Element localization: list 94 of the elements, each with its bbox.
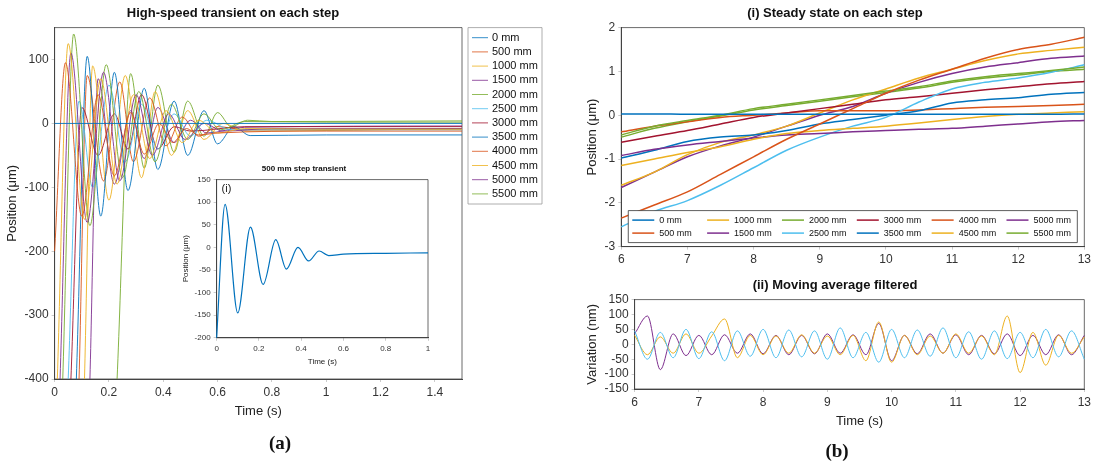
x-tick-label: 13 [1077, 252, 1092, 267]
legend-label: 2500 mm [808, 227, 847, 238]
legend-label: 3000 mm [492, 115, 538, 128]
y-tick-label: -100 [604, 366, 629, 381]
legend-label: 3500 mm [492, 130, 538, 143]
legend-label: 4500 mm [492, 158, 538, 171]
x-tick-label: 8 [759, 394, 767, 409]
legend-label: 500 mm [492, 44, 532, 57]
legend-label: 3500 mm [883, 227, 922, 238]
x-tick-label: 7 [684, 252, 692, 267]
x-tick-label: 12 [1013, 394, 1028, 409]
x-tick-label: 0.2 [253, 343, 265, 353]
y-tick-label: -300 [24, 307, 49, 322]
y-tick-label: -100 [194, 287, 212, 297]
legend-label: 4000 mm [492, 144, 538, 157]
y-tick-label: -200 [194, 333, 212, 342]
x-tick-label: 0.4 [154, 384, 172, 399]
y-tick-label: -100 [24, 179, 49, 194]
x-tick-label: 0.6 [209, 384, 227, 399]
chart-title: 500 mm step transient [261, 164, 347, 173]
legend-label: 1000 mm [492, 59, 538, 72]
x-tick-label: 11 [945, 252, 959, 267]
text: (a) [267, 432, 293, 454]
legend-label: 2000 mm [808, 214, 847, 225]
legend-label: 1500 mm [734, 227, 772, 238]
x-tick-label: 0.6 [337, 343, 350, 353]
x-tick-label: 8 [750, 252, 758, 267]
y-tick-label: 150 [197, 174, 212, 184]
x-tick-label: 10 [879, 252, 893, 267]
y-tick-label: -150 [194, 310, 212, 320]
y-tick-label: 1 [608, 63, 616, 78]
x-tick-label: 1.4 [426, 384, 444, 399]
y-tick-label: 150 [608, 291, 629, 306]
y-axis-title: Position (μm) [181, 234, 190, 283]
y-axis-title: Position (μm) [584, 98, 600, 176]
legend-label: 1000 mm [734, 214, 772, 225]
x-tick-label: 0.8 [263, 384, 281, 399]
legend-label: 2000 mm [492, 87, 538, 100]
legend-label: 4500 mm [958, 227, 997, 238]
y-tick-label: -150 [604, 381, 629, 396]
y-tick-label: 0 [608, 107, 616, 122]
x-tick-label: 6 [631, 394, 639, 409]
legend-label: 500 mm [659, 227, 692, 238]
y-tick-label: 2 [608, 19, 616, 34]
x-tick-label: 6 [617, 252, 625, 267]
legend-label: 1500 mm [492, 73, 538, 86]
x-tick-label: 1 [322, 384, 330, 399]
y-tick-label: 0 [206, 242, 212, 252]
y-tick-label: 100 [28, 51, 49, 66]
x-tick-label: 9 [824, 394, 832, 409]
legend-label: 5000 mm [492, 172, 538, 185]
y-axis-title: Variation (nm) [584, 303, 600, 385]
y-tick-label: 50 [615, 321, 629, 336]
x-tick-label: 11 [949, 394, 963, 409]
y-tick-label: -2 [604, 195, 616, 210]
text: (b) [824, 440, 850, 462]
chart-title: High-speed transient on each step [126, 5, 340, 21]
x-tick-label: 10 [884, 394, 899, 409]
legend-label: 2500 mm [492, 101, 538, 114]
x-axis-title: Time (s) [307, 357, 338, 367]
x-tick-label: 0.8 [380, 343, 392, 353]
y-tick-label: -1 [604, 151, 616, 166]
y-tick-label: 100 [197, 197, 212, 207]
y-tick-label: -400 [24, 371, 49, 386]
y-tick-label: -200 [24, 243, 49, 258]
legend-label: 5500 mm [1033, 227, 1072, 238]
x-tick-label: 9 [816, 252, 824, 267]
x-axis-title: Time (s) [835, 412, 884, 428]
legend-label: 5500 mm [492, 186, 538, 199]
legend-label: 0 mm [659, 214, 682, 225]
chart-title: (ii) Moving average filtered [752, 277, 918, 293]
x-tick-label: 13 [1077, 394, 1092, 409]
x-tick-label: 0.2 [100, 384, 118, 399]
y-tick-label: -50 [611, 351, 629, 366]
chart-title: (i) Steady state on each step [747, 5, 923, 21]
y-axis-title: Position (μm) [4, 164, 20, 242]
x-tick-label: 7 [695, 394, 703, 409]
x-tick-label: 0.4 [295, 343, 308, 353]
x-tick-label: 0 [51, 384, 59, 399]
y-tick-label: 100 [608, 306, 629, 321]
legend-label: 4000 mm [958, 214, 997, 225]
y-tick-label: 50 [201, 220, 212, 229]
x-tick-label: 12 [1011, 252, 1026, 267]
legend-label: 0 mm [492, 30, 520, 43]
legend-label: 5000 mm [1033, 214, 1072, 225]
x-tick-label: 1.2 [372, 384, 390, 399]
legend-label: 3000 mm [883, 214, 922, 225]
x-axis-title: Time (s) [234, 402, 282, 418]
x-tick-label: 1 [425, 343, 431, 353]
y-tick-label: -50 [199, 265, 212, 275]
y-tick-label: 0 [41, 115, 49, 130]
annotation: (i) [221, 182, 232, 195]
y-tick-label: -3 [604, 238, 616, 253]
x-tick-label: 0 [214, 343, 220, 353]
